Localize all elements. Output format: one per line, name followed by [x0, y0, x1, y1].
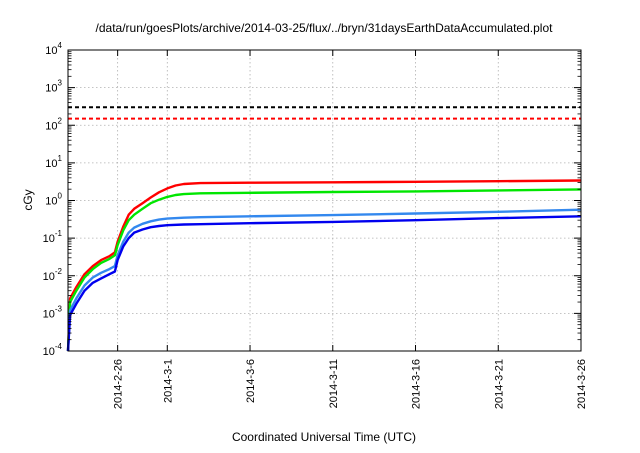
x-tick-label: 2014-3-16 [411, 359, 423, 409]
y-tick-label: 10-3 [43, 304, 63, 320]
series-line [66, 215, 582, 352]
series-layer [66, 179, 582, 352]
x-tick-label: 2014-3-1 [162, 359, 174, 403]
y-tick-label: 104 [45, 41, 62, 57]
tick-layer: 2014-2-26 2014-3-1 2014-3-6 2014-3-11 2014-3… [43, 41, 588, 409]
series-line [66, 208, 582, 352]
x-tick-label: 2014-3-11 [328, 359, 340, 408]
x-tick-label: 2014-2-26 [113, 359, 125, 409]
y-tick-label: 100 [45, 192, 62, 208]
y-tick-label: 10-1 [43, 229, 63, 245]
x-tick-label: 2014-3-26 [576, 359, 588, 409]
y-tick-label: 10-2 [43, 267, 63, 283]
y-tick-label: 103 [45, 79, 62, 95]
chart-title: /data/run/goesPlots/archive/2014-03-25/f… [96, 21, 554, 35]
series-line [66, 179, 582, 352]
y-tick-label: 10-4 [43, 342, 63, 358]
x-tick-label: 2014-3-21 [493, 359, 505, 409]
x-tick-label: 2014-3-6 [245, 359, 257, 403]
series-line [66, 188, 582, 352]
y-axis-label: cGy [21, 189, 35, 210]
y-tick-label: 102 [45, 116, 62, 132]
x-axis-label: Coordinated Universal Time (UTC) [232, 430, 416, 444]
grid-layer [68, 50, 581, 351]
reference-lines [68, 106, 581, 120]
y-tick-label: 101 [45, 154, 62, 170]
